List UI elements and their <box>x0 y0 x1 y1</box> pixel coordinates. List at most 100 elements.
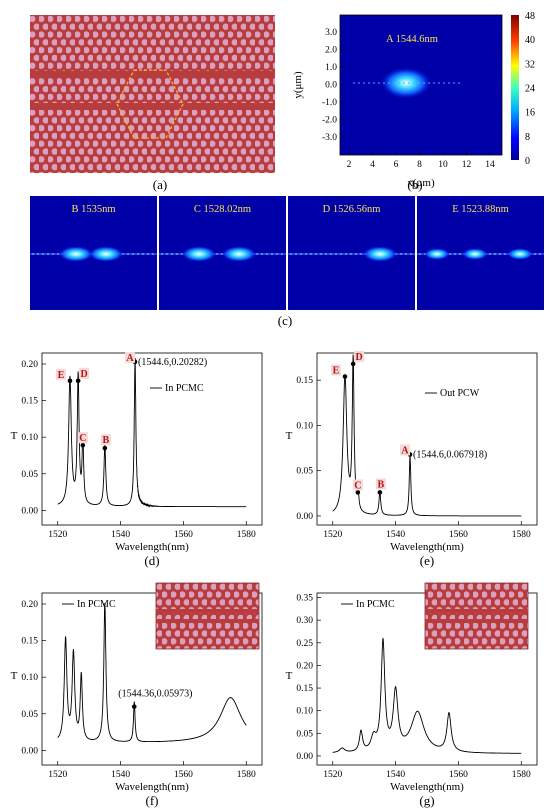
marker-letter: C <box>354 480 361 491</box>
ylabel: T <box>286 430 293 442</box>
xtick-label: 1520 <box>323 770 342 780</box>
caption-a: (a) <box>153 177 167 192</box>
caption-e: (e) <box>420 553 434 568</box>
ytick-label: 0.15 <box>296 684 313 694</box>
point-annotation: (1544.36,0.05973) <box>118 689 192 700</box>
chart-f: 0.00 0.05 0.10 0.15 0.20 1520 1540 1560 1580 Wave… <box>11 582 263 808</box>
ytick-label: 0.15 <box>296 376 313 386</box>
panel-b-label: A 1544.6nm <box>386 34 438 45</box>
colorbar-tick-label: 24 <box>525 84 535 95</box>
legend-label: In PCMC <box>356 599 395 610</box>
colorbar-tick-label: 16 <box>525 108 535 119</box>
colorbar-tick-label: 40 <box>525 35 535 46</box>
lower-waveguide <box>30 103 275 110</box>
inset-structure <box>155 582 260 650</box>
ytick-label: 0.05 <box>296 467 313 477</box>
ylabel: T <box>11 670 18 682</box>
xtick-label: 1520 <box>48 530 67 540</box>
plot-frame <box>41 592 263 766</box>
legend-label: In PCMC <box>165 383 204 394</box>
caption-d: (d) <box>144 553 159 568</box>
b-xtick-label: 10 <box>438 160 448 170</box>
xlabel: Wavelength(nm) <box>115 541 189 553</box>
b-ytick-label: 1.0 <box>325 63 337 73</box>
ytick-label: 0.00 <box>296 512 313 522</box>
marker-letter: D <box>356 352 363 363</box>
ytick-label: 0.30 <box>296 616 313 626</box>
marker-point <box>342 374 348 379</box>
ytick-label: 0.25 <box>296 639 313 649</box>
caption-c: (c) <box>278 313 292 328</box>
cavity-hexagon <box>116 69 184 139</box>
colorbar-tick-label: 32 <box>525 59 535 70</box>
xtick-label: 1540 <box>386 770 405 780</box>
caption-g: (g) <box>419 793 434 808</box>
marker-letter: D <box>81 369 88 380</box>
series-line <box>332 354 522 517</box>
panel-a-structure <box>30 15 275 173</box>
panel-c-label: C 1528.02nm <box>194 204 251 215</box>
marker-letter: E <box>333 366 340 377</box>
panel-b-xlabel: x(μm) <box>407 177 435 189</box>
marker-badge <box>352 479 363 491</box>
plot-frame <box>316 352 538 526</box>
b-xtick-label: 14 <box>485 160 495 170</box>
ytick-label: 0.10 <box>21 673 38 683</box>
ytick-label: 0.15 <box>21 397 38 407</box>
marker-point <box>67 378 73 384</box>
marker-badge <box>55 368 66 380</box>
panel-c-fields: B 1535nm C 1528.02nm D 1526.56nm E 1523.88n… <box>30 196 544 310</box>
marker-badge <box>77 432 88 444</box>
xtick-label: 1540 <box>111 770 130 780</box>
panel-c-sub-3: D 1526.56nm <box>288 196 415 310</box>
plot-frame <box>41 352 263 526</box>
ytick-label: 0.10 <box>296 421 313 431</box>
marker-letter: E <box>58 370 65 381</box>
series-line <box>57 602 247 743</box>
marker-point <box>377 490 383 495</box>
chart-d: 0.00 0.05 0.10 0.15 0.20 1520 1540 1560 1580 Wave… <box>11 351 263 568</box>
upper-waveguide <box>30 71 275 78</box>
b-ytick-label: -1.0 <box>322 98 337 108</box>
b-xtick-label: 2 <box>347 160 352 170</box>
ytick-label: 0.10 <box>21 433 38 443</box>
panel-c-label: B 1535nm <box>71 204 115 215</box>
b-ytick-label: 0.0 <box>325 81 337 91</box>
xlabel: Wavelength(nm) <box>390 541 464 553</box>
ytick-label: 0.05 <box>21 470 38 480</box>
chart-g: 0.00 0.05 0.10 0.15 0.20 0.25 0.30 0.35 1520 1540… <box>286 582 538 808</box>
ytick-label: 0.00 <box>21 746 38 756</box>
colorbar <box>511 15 519 160</box>
ytick-label: 0.05 <box>21 710 38 720</box>
marker-letter: B <box>378 479 385 490</box>
ytick-label: 0.10 <box>296 707 313 717</box>
marker-badge <box>125 351 136 363</box>
colorbar-tick-label: 48 <box>525 11 535 22</box>
marker-badge <box>330 364 341 376</box>
marker-badge <box>79 367 90 379</box>
marker-badge <box>400 444 411 456</box>
panel-c-label: D 1526.56nm <box>323 204 381 215</box>
legend-label: Out PCW <box>440 388 480 399</box>
inset-structure <box>424 582 529 650</box>
xtick-label: 1560 <box>174 770 193 780</box>
marker-point <box>102 445 108 451</box>
colorbar-tick-label: 0 <box>525 156 530 167</box>
marker-badge <box>375 478 386 490</box>
panel-c-label: E 1523.88nm <box>452 204 509 215</box>
series-line <box>57 357 247 508</box>
marker-letter: A <box>126 353 134 364</box>
caption-f: (f) <box>146 793 159 808</box>
xtick-label: 1540 <box>386 530 405 540</box>
ytick-label: 0.15 <box>21 637 38 647</box>
b-ytick-label: -2.0 <box>322 116 337 126</box>
b-xtick-label: 4 <box>370 160 375 170</box>
panel-c-sub-2: C 1528.02nm <box>159 196 286 310</box>
marker-letter: C <box>79 433 86 444</box>
panel-c-sub-1: B 1535nm <box>30 196 157 310</box>
ytick-label: 0.20 <box>21 360 38 370</box>
point-annotation: (1544.6,0.067918) <box>413 449 487 460</box>
marker-point <box>350 361 356 367</box>
b-ytick-label: 3.0 <box>325 28 337 38</box>
xtick-label: 1560 <box>174 530 193 540</box>
